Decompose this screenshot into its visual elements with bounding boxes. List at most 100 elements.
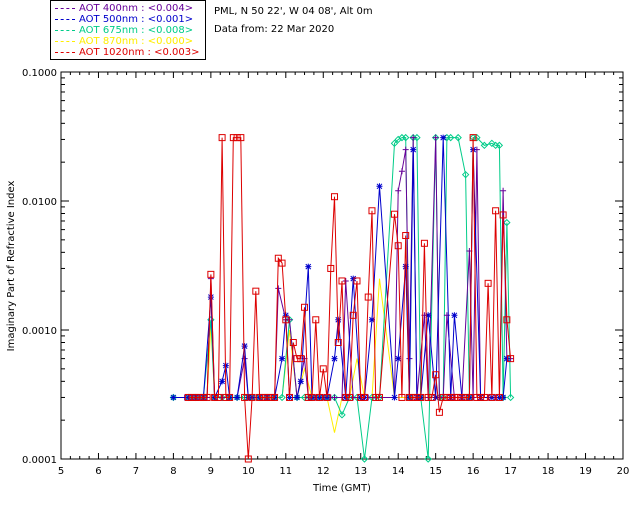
data-point <box>443 393 451 401</box>
data-point <box>458 393 466 401</box>
data-point <box>500 394 507 401</box>
data-point <box>234 394 241 401</box>
data-point <box>480 393 488 401</box>
data-point <box>304 393 312 401</box>
legend-label-1020nm: AOT 1020nm : <0.003> <box>79 47 200 58</box>
data-point <box>279 355 286 362</box>
series-line <box>188 137 512 460</box>
data-point <box>267 393 275 401</box>
y-tick-label: 0.0001 <box>22 455 57 466</box>
legend-swatch-870nm <box>55 40 75 42</box>
data-point <box>229 134 237 142</box>
data-point <box>410 134 417 141</box>
y-axis: 0.0001 0.0010 0.0100 0.1000 <box>22 68 623 466</box>
data-point <box>435 408 443 416</box>
data-point <box>278 393 286 402</box>
data-point <box>454 393 462 401</box>
data-point <box>368 393 376 402</box>
data-point <box>398 393 406 401</box>
data-point <box>170 394 177 401</box>
legend-item-400nm: AOT 400nm : <0.004> <box>55 3 205 15</box>
data-point <box>316 393 324 401</box>
data-point <box>394 242 402 250</box>
x-tick-label: 20 <box>617 466 630 477</box>
data-point <box>495 393 503 401</box>
data-point <box>391 394 398 401</box>
data-point <box>294 394 301 401</box>
x-tick-label: 10 <box>242 466 255 477</box>
data-point <box>353 277 361 285</box>
data-point <box>450 393 458 401</box>
data-point <box>360 455 369 463</box>
data-point <box>319 365 327 373</box>
legend-label-500nm: AOT 500nm : <0.001> <box>79 14 194 25</box>
x-tick-label: 5 <box>58 466 64 477</box>
x-tick-label: 6 <box>95 466 101 477</box>
data-point <box>350 394 357 401</box>
data-point <box>454 133 462 142</box>
data-point <box>286 316 293 323</box>
data-point <box>390 210 398 218</box>
data-point <box>282 316 290 324</box>
legend-item-675nm: AOT 675nm : <0.008> <box>55 25 205 37</box>
data-point <box>331 355 338 362</box>
x-tick-label: 16 <box>467 466 480 477</box>
data-point <box>398 168 405 175</box>
data-point <box>503 316 511 324</box>
data-point <box>395 187 402 194</box>
legend-label-400nm: AOT 400nm : <0.004> <box>79 3 194 14</box>
plot-frame <box>60 71 624 460</box>
data-point <box>207 270 215 278</box>
data-point <box>244 455 252 463</box>
legend-item-870nm: AOT 870nm : <0.000> <box>55 36 205 48</box>
x-tick-label: 17 <box>504 466 517 477</box>
data-point <box>424 393 432 401</box>
data-point <box>413 393 421 401</box>
data-point <box>345 393 353 401</box>
series-group <box>169 133 515 463</box>
data-point <box>413 133 421 142</box>
data-point <box>275 285 282 292</box>
data-point <box>420 239 428 247</box>
data-point <box>297 355 305 363</box>
data-point <box>410 146 417 153</box>
data-point <box>300 393 309 402</box>
data-point <box>402 232 410 240</box>
data-point <box>331 193 339 201</box>
legend: AOT 400nm : <0.004> AOT 500nm : <0.001> … <box>50 0 206 60</box>
data-point <box>372 393 380 401</box>
data-point <box>364 293 372 301</box>
x-tick-label: 15 <box>429 466 442 477</box>
data-point <box>185 394 192 401</box>
data-point <box>334 339 342 347</box>
y-tick-label: 0.0010 <box>22 326 57 337</box>
data-point <box>417 393 425 401</box>
data-point <box>432 371 440 379</box>
data-point <box>462 393 470 401</box>
data-point <box>390 139 399 148</box>
data-point <box>219 394 226 401</box>
data-point <box>503 355 510 362</box>
site-info: PML, N 50 22', W 04 08', Alt 0m <box>214 6 373 17</box>
data-point <box>350 275 357 282</box>
data-point <box>439 393 447 401</box>
data-point <box>256 393 264 401</box>
data-point <box>289 339 297 347</box>
data-point <box>473 133 481 142</box>
data-point <box>218 134 226 142</box>
x-axis-label: Time (GMT) <box>312 483 371 494</box>
x-tick-label: 13 <box>354 466 367 477</box>
x-tick-label: 9 <box>208 466 214 477</box>
data-point <box>503 218 511 227</box>
data-point <box>432 134 439 141</box>
x-tick-label: 19 <box>579 466 592 477</box>
data-point <box>499 211 507 219</box>
data-point <box>241 343 248 350</box>
data-point <box>353 393 361 402</box>
data-point <box>500 187 507 194</box>
legend-label-675nm: AOT 675nm : <0.008> <box>79 25 194 36</box>
data-point <box>233 134 241 142</box>
y-tick-label: 0.0100 <box>22 197 57 208</box>
data-point <box>245 394 252 401</box>
x-tick-label: 14 <box>392 466 405 477</box>
